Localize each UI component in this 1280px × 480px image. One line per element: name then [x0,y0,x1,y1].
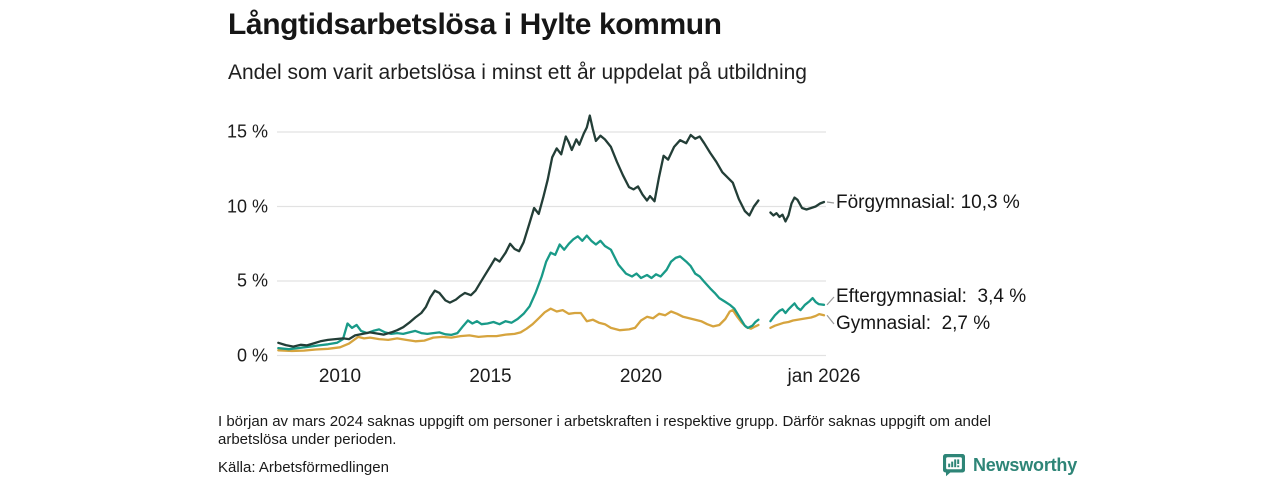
x-axis-tick-label: 2015 [469,366,512,387]
newsworthy-wordmark: Newsworthy [973,454,1078,475]
x-axis-tick-label: 2010 [318,366,362,387]
series-end-label-gymnasial: Gymnasial: 2,7 % [836,313,991,334]
label-leader-line [826,296,835,306]
x-axis-tick-label: 2020 [619,366,663,387]
series-line-förgymnasial [277,114,760,348]
series-end-label-eftergymnasial: Eftergymnasial: 3,4 % [836,286,1027,307]
source-credit: Källa: Arbetsförmedlingen [218,459,389,476]
series-end-label-forgymnasial: Förgymnasial: 10,3 % [836,192,1020,213]
series-line-gymnasial [277,307,760,353]
label-leader-line [826,201,835,204]
page-title: Långtidsarbetslösa i Hylte kommun [228,8,722,41]
y-axis-tick-label: 5 % [236,270,268,291]
series-line-eftergymnasial [769,296,826,323]
newsworthy-bar-chart-bubble-icon [943,454,965,477]
series-line-förgymnasial [769,196,826,223]
newsworthy-logo: Newsworthy [942,453,1077,477]
footnote: I början av mars 2024 saknas uppgift om … [218,413,991,448]
y-axis-tick-label: 10 % [226,196,268,216]
y-axis-tick-label: 0 % [236,345,268,365]
series-line-gymnasial [769,312,826,330]
page-subtitle: Andel som varit arbetslösa i minst ett å… [228,61,807,84]
label-leader-line [826,314,835,325]
x-axis-tick-label: jan 2026 [787,366,861,387]
y-axis-tick-label: 15 % [226,121,268,142]
series-line-eftergymnasial [277,234,760,351]
